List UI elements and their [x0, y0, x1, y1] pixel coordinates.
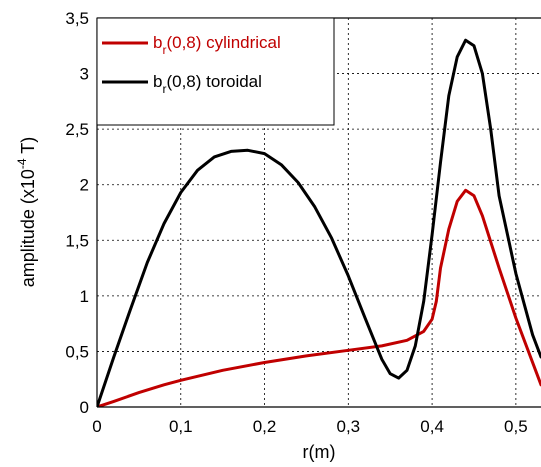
y-tick-label: 3,5 [65, 9, 89, 28]
x-tick-label: 0,1 [169, 417, 193, 436]
y-tick-label: 2,5 [65, 120, 89, 139]
y-tick-label: 3 [80, 65, 89, 84]
y-tick-label: 1,5 [65, 231, 89, 250]
y-axis-title-main: amplitude (x10 [18, 169, 38, 287]
legend-label-cylindrical-subscript: r [162, 43, 166, 57]
y-tick-label: 2 [80, 176, 89, 195]
x-tick-label: 0,4 [420, 417, 444, 436]
y-tick-label: 0 [80, 398, 89, 417]
series-line-0 [97, 188, 541, 407]
x-tick-labels: 0 0,1 0,2 0,3 0,4 0,5 [92, 417, 527, 436]
y-tick-labels: 0 0,5 1 1,5 2 2,5 3 3,5 [65, 9, 89, 417]
x-axis-title: r(m) [303, 442, 336, 462]
x-tick-label: 0,3 [337, 417, 361, 436]
legend-label-toroidal: br(0,8) toroidal [153, 72, 262, 96]
y-axis-title: amplitude (x10-4 T) [15, 137, 38, 287]
y-axis-title-exponent: -4 [15, 158, 29, 169]
legend-label-toroidal-base: b [153, 72, 162, 91]
y-tick-label: 1 [80, 287, 89, 306]
y-axis-title-unit: T) [18, 137, 38, 159]
legend-label-toroidal-subscript: r [162, 82, 166, 96]
legend-label-toroidal-rest: (0,8) toroidal [166, 72, 261, 91]
legend-label-cylindrical-base: b [153, 33, 162, 52]
x-tick-label: 0 [92, 417, 101, 436]
legend-label-cylindrical-rest: (0,8) cylindrical [166, 33, 280, 52]
x-tick-label: 0,2 [253, 417, 277, 436]
legend-box [96, 17, 335, 126]
y-tick-label: 0,5 [65, 342, 89, 361]
legend: br(0,8) cylindrical br(0,8) toroidal [96, 17, 335, 126]
x-tick-label: 0,5 [504, 417, 528, 436]
legend-label-cylindrical: br(0,8) cylindrical [153, 33, 281, 57]
series-line-1 [97, 38, 541, 407]
series-layer [97, 38, 541, 407]
